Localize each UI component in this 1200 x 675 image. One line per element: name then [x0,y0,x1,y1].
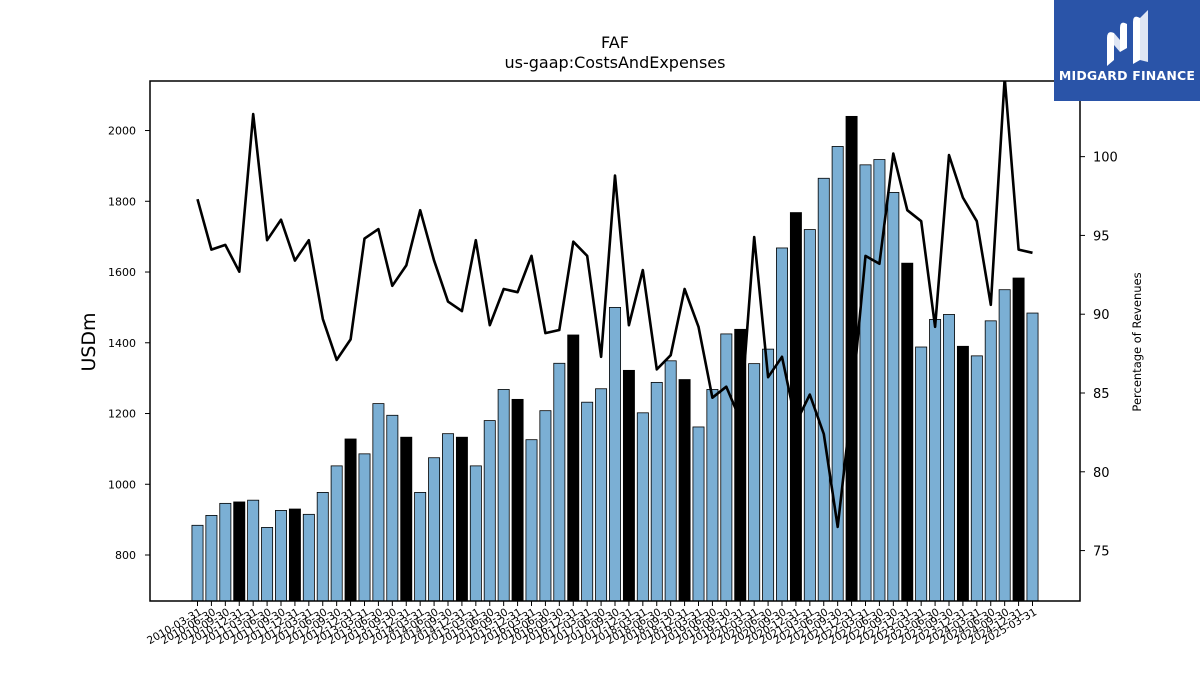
y-tick-label-left: 1600 [108,266,136,279]
bar [330,465,343,602]
bar [372,403,385,602]
bar [247,499,260,602]
bar [275,510,287,602]
bar [288,508,301,602]
bar [302,513,315,602]
bar [915,346,928,602]
bar [525,439,538,602]
bar [929,319,942,602]
bar [567,334,580,602]
bar-series [191,115,1039,602]
bar [678,379,691,602]
left-axis: 800 1000 1200 1400 1600 1800 2000 [108,125,150,562]
bar [859,164,872,602]
y-tick-label-left: 800 [115,549,136,562]
y-tick-label-right: 95 [1093,229,1110,244]
bar [1012,277,1025,602]
x-axis: 2010-03-312010-06-302010-09-302010-12-31… [145,601,1039,647]
y-tick-label-left: 1000 [108,478,136,491]
bar [956,345,969,602]
brand-logo: MIDGARD FINANCE [1054,0,1200,101]
y-tick-label-right: 85 [1093,387,1110,402]
chart-title: FAF [601,33,629,52]
bar [316,492,329,602]
bar [386,414,399,602]
bar [581,401,594,602]
bar [706,389,719,602]
bar [748,363,761,602]
y-tick-label-left: 1400 [108,337,136,350]
y-axis-label-left: USDm [78,312,100,371]
chart-subtitle: us-gaap:CostsAndExpenses [504,53,726,72]
bar [539,410,552,602]
bar [664,360,677,602]
y-tick-label-right: 80 [1093,466,1110,481]
bar [803,229,816,602]
y-tick-label-left: 1800 [108,195,136,208]
bar [511,398,524,602]
bar [219,502,232,602]
bar [1026,312,1039,602]
bar [943,314,955,602]
bar [720,333,733,602]
bar [984,320,997,602]
y-tick-label-right: 90 [1093,308,1110,323]
y-tick-label-right: 100 [1093,151,1118,166]
bar [469,465,482,602]
y-tick-label-left: 1200 [108,408,136,421]
bar [636,412,649,602]
bar [414,492,427,602]
brand-mark-icon [1107,10,1148,66]
bar [497,389,510,602]
bar [455,436,468,602]
bar [553,362,566,602]
bar [261,527,274,602]
bar [595,388,608,602]
y-axis-label-right: Percentage of Revenues [1130,272,1144,411]
y-tick-label-left: 2000 [108,125,136,138]
bar [622,369,635,602]
bar [428,457,441,602]
line-series [196,81,1033,529]
bar [970,355,983,602]
bar [776,247,788,602]
bar [692,426,705,602]
right-axis: 75 80 85 90 95 100 [1080,151,1118,560]
bar [887,192,900,602]
bar [762,348,775,602]
bar [191,524,204,602]
bar [483,420,496,602]
brand-name: MIDGARD FINANCE [1058,68,1196,83]
percentage-line [196,81,1033,529]
bar [400,436,413,602]
bar [650,381,663,602]
bar [831,146,844,602]
bar [609,306,621,602]
bar [901,262,914,602]
bar [998,289,1011,602]
bar [817,177,830,602]
bar [344,438,357,602]
y-tick-label-right: 75 [1093,545,1110,560]
bar [442,433,454,602]
bar [358,453,371,602]
bar [205,514,218,602]
bar [233,501,246,602]
